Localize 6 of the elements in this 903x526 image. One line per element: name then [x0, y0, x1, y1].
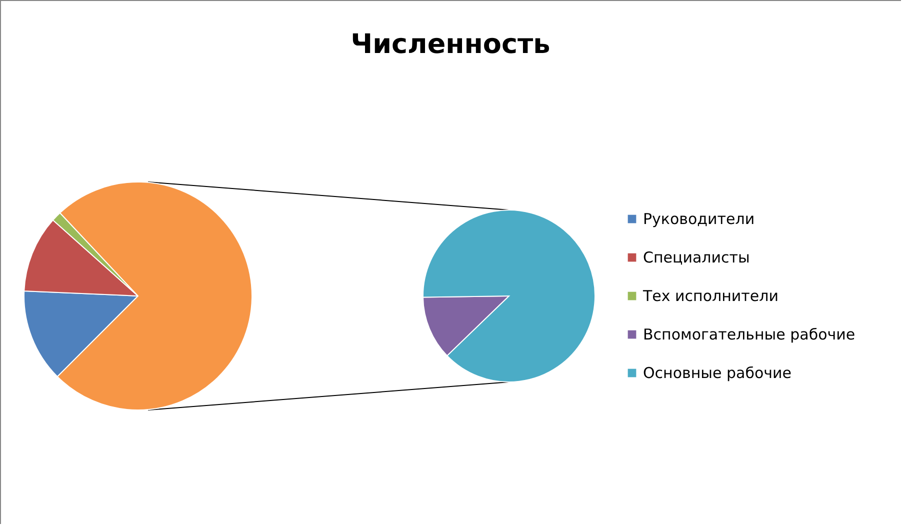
legend-label: Основные рабочие — [643, 364, 792, 382]
legend-label: Специалисты — [643, 248, 750, 266]
chart-title: Численность — [350, 29, 550, 60]
legend-label: Руководители — [643, 210, 755, 228]
legend-label: Тех исполнители — [642, 287, 778, 305]
legend-label: Вспомогательные рабочие — [643, 326, 856, 344]
